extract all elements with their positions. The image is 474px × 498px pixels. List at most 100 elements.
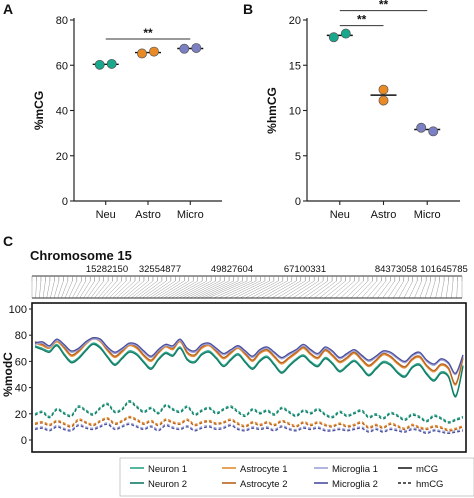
legend-label: Neuron 1 bbox=[148, 464, 187, 475]
mapping-line bbox=[255, 280, 288, 299]
chart-title: Chromosome 15 bbox=[30, 248, 132, 263]
mapping-line bbox=[340, 280, 360, 299]
mapping-line bbox=[204, 280, 243, 299]
y-tick-label: 20 bbox=[289, 15, 301, 27]
mapping-line bbox=[200, 280, 239, 299]
y-tick-label: 0 bbox=[21, 435, 27, 447]
mapping-line bbox=[387, 280, 400, 299]
mapping-line bbox=[105, 280, 122, 299]
significance-label: ** bbox=[357, 13, 367, 27]
mapping-line bbox=[134, 280, 158, 299]
data-point bbox=[94, 59, 105, 70]
mapping-line bbox=[224, 280, 261, 299]
mapping-line bbox=[53, 280, 60, 299]
mapping-line bbox=[313, 280, 337, 299]
series-line bbox=[34, 422, 464, 433]
mapping-line bbox=[345, 280, 364, 299]
mapping-line bbox=[57, 280, 64, 299]
data-point bbox=[378, 84, 389, 95]
series-line bbox=[34, 337, 464, 385]
y-tick-label: 0 bbox=[295, 196, 301, 208]
y-tick-label: 40 bbox=[15, 383, 27, 395]
x-tick-label: Astro bbox=[135, 209, 161, 221]
mapping-line bbox=[131, 280, 154, 299]
mapping-line bbox=[101, 280, 118, 299]
mapping-line bbox=[145, 280, 171, 299]
y-tick-label: 80 bbox=[15, 330, 27, 342]
y-tick-label: 20 bbox=[15, 409, 27, 421]
mapping-line bbox=[197, 280, 234, 299]
data-point bbox=[179, 43, 190, 54]
mapping-line bbox=[271, 280, 301, 299]
y-axis-label: %modC bbox=[1, 352, 15, 397]
mapping-line bbox=[127, 280, 149, 299]
mapping-line bbox=[189, 280, 225, 299]
mapping-line bbox=[298, 280, 324, 299]
mapping-line bbox=[377, 280, 391, 299]
legend-label: Astrocyte 1 bbox=[240, 464, 288, 475]
mapping-line bbox=[123, 280, 145, 299]
mapping-line bbox=[171, 280, 203, 299]
y-tick-label: 20 bbox=[56, 151, 68, 163]
mapping-line bbox=[292, 280, 319, 299]
mapping-line bbox=[361, 280, 378, 299]
plot-frame bbox=[31, 302, 467, 453]
mapping-line bbox=[239, 280, 274, 299]
y-tick-label: 10 bbox=[289, 106, 301, 118]
y-tick-label: 60 bbox=[15, 356, 27, 368]
position-label: 67100331 bbox=[284, 264, 326, 275]
mapping-line bbox=[282, 280, 310, 299]
mapping-line bbox=[382, 280, 396, 299]
mapping-line bbox=[250, 280, 283, 299]
data-point bbox=[137, 48, 147, 59]
panel-b-chart: 0 5 10 15 20 Neu Astro Micro %hmCG ** ** bbox=[265, 0, 460, 221]
mapping-line bbox=[245, 280, 279, 299]
mapping-line bbox=[398, 280, 409, 299]
x-tick-label: Micro bbox=[177, 209, 204, 221]
mapping-line bbox=[79, 280, 91, 299]
mapping-line bbox=[193, 280, 230, 299]
mapping-line bbox=[435, 280, 440, 299]
mapping-line bbox=[164, 280, 194, 299]
mapping-line bbox=[356, 280, 373, 299]
data-point bbox=[106, 58, 117, 69]
legend-label: Microglia 1 bbox=[332, 464, 378, 475]
mapping-line bbox=[153, 280, 180, 299]
legend-label: Microglia 2 bbox=[332, 479, 378, 490]
mapping-line bbox=[178, 280, 212, 299]
mapping-line bbox=[208, 280, 248, 299]
legend-label: mCG bbox=[416, 464, 438, 475]
legend-box bbox=[119, 457, 474, 497]
mapping-line bbox=[86, 280, 100, 299]
mapping-line bbox=[324, 280, 346, 299]
mapping-line bbox=[451, 280, 454, 299]
mapping-line bbox=[72, 280, 82, 299]
series-line bbox=[34, 401, 464, 424]
y-tick-label: 0 bbox=[62, 196, 68, 208]
mapping-line bbox=[108, 280, 127, 299]
mapping-line bbox=[167, 280, 198, 299]
mapping-line bbox=[142, 280, 167, 299]
y-tick-label: 5 bbox=[295, 151, 301, 163]
mapping-line bbox=[90, 280, 104, 299]
y-tick-label: 15 bbox=[289, 60, 301, 72]
mapping-line bbox=[68, 280, 78, 299]
mapping-line bbox=[440, 280, 445, 299]
legend-label: Astrocyte 2 bbox=[240, 479, 288, 490]
series-line bbox=[34, 338, 464, 376]
data-point bbox=[340, 28, 351, 39]
mapping-line bbox=[329, 280, 351, 299]
series-line bbox=[34, 336, 464, 374]
series-line bbox=[34, 417, 464, 432]
y-tick-label: 60 bbox=[56, 60, 68, 72]
data-point bbox=[328, 32, 339, 43]
series-line bbox=[34, 415, 464, 431]
legend-label: Neuron 2 bbox=[148, 479, 187, 490]
mapping-line bbox=[83, 280, 95, 299]
mapping-line bbox=[50, 280, 55, 299]
mapping-line bbox=[138, 280, 163, 299]
series-line bbox=[34, 423, 464, 435]
significance-label: ** bbox=[379, 0, 389, 12]
x-tick-label: Neu bbox=[330, 209, 350, 221]
